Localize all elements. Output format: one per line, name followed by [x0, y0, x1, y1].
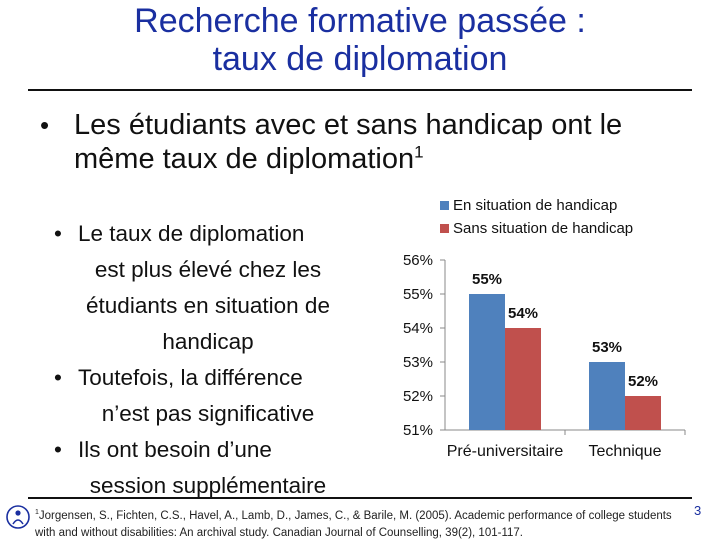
category-label: Pré-universitaire [447, 443, 564, 460]
reference-marker: 1 [35, 509, 39, 516]
bar-1-2 [589, 362, 625, 430]
main-bullet-text: Les étudiants avec et sans handicap ont … [74, 108, 704, 176]
y-tick-label: 55% [403, 286, 433, 303]
bar-2-1 [505, 328, 541, 430]
page-number: 3 [694, 503, 702, 518]
bar-2-2 [625, 396, 661, 430]
sub-bullet-1-line-1: Le taux de diplomation [78, 221, 305, 246]
bullet-dot-icon: • [54, 365, 62, 390]
sub-bullet-1-line-2: est plus élevé chez les [94, 257, 322, 282]
category-label: Technique [589, 443, 662, 460]
slide-title: Recherche formative passée : taux de dip… [0, 2, 720, 78]
y-tick-label: 51% [403, 422, 433, 439]
bar-value-label: 54% [508, 305, 538, 322]
legend-swatch-1 [440, 201, 449, 210]
sub-bullet-2: • Toutefois, la différence n’est pas sig… [48, 360, 368, 432]
y-tick-label: 52% [403, 388, 433, 405]
sub-bullet-2-line-2: n’est pas significative [101, 401, 315, 426]
legend-item-2: Sans situation de handicap [440, 217, 633, 240]
sub-bullet-1: • Le taux de diplomation est plus élevé … [48, 216, 368, 360]
bar-value-label: 55% [472, 271, 502, 288]
bar-value-label: 53% [592, 339, 622, 356]
reference-citation: 1Jorgensen, S., Fichten, C.S., Havel, A.… [35, 504, 675, 542]
sub-bullet-1-line-3: étudiants en situation de [86, 293, 330, 318]
sub-bullet-3: • Ils ont besoin d’une session supplémen… [48, 432, 368, 504]
sub-bullet-3-line-2: session supplémentaire [89, 473, 327, 498]
title-line-2: taux de diplomation [212, 40, 508, 78]
reference-text: Jorgensen, S., Fichten, C.S., Havel, A.,… [35, 509, 672, 539]
bar-1-1 [469, 294, 505, 430]
bar-value-label: 52% [628, 373, 658, 390]
legend-label-1: En situation de handicap [453, 196, 618, 214]
main-bullet-label: Les étudiants avec et sans handicap ont … [74, 109, 623, 175]
footnote-marker: 1 [414, 142, 424, 162]
chart-legend: En situation de handicap Sans situation … [440, 194, 633, 240]
footer-rule [28, 497, 692, 499]
graduation-rate-chart: 51% 52% 53% 54% 55% 56% 55% 54% Pré-universitair… [403, 252, 686, 460]
title-line-1: Recherche formative passée : [134, 2, 586, 40]
sub-bullet-2-line-1: Toutefois, la différence [78, 365, 303, 390]
y-tick-label: 53% [403, 354, 433, 371]
sub-bullet-3-line-1: Ils ont besoin d’une [78, 437, 272, 462]
legend-swatch-2 [440, 224, 449, 233]
sub-bullet-1-line-4: handicap [162, 329, 254, 354]
title-underline [28, 89, 692, 91]
adaptech-logo-icon [6, 505, 30, 529]
sub-bullet-list: • Le taux de diplomation est plus élevé … [48, 216, 368, 504]
bullet-dot-icon: • [54, 221, 62, 246]
y-tick-label: 56% [403, 252, 433, 269]
y-tick-label: 54% [403, 320, 433, 337]
bullet-dot-icon: • [40, 110, 50, 140]
legend-label-2: Sans situation de handicap [453, 219, 634, 237]
legend-item-1: En situation de handicap [440, 194, 633, 217]
bullet-dot-icon: • [54, 437, 62, 462]
